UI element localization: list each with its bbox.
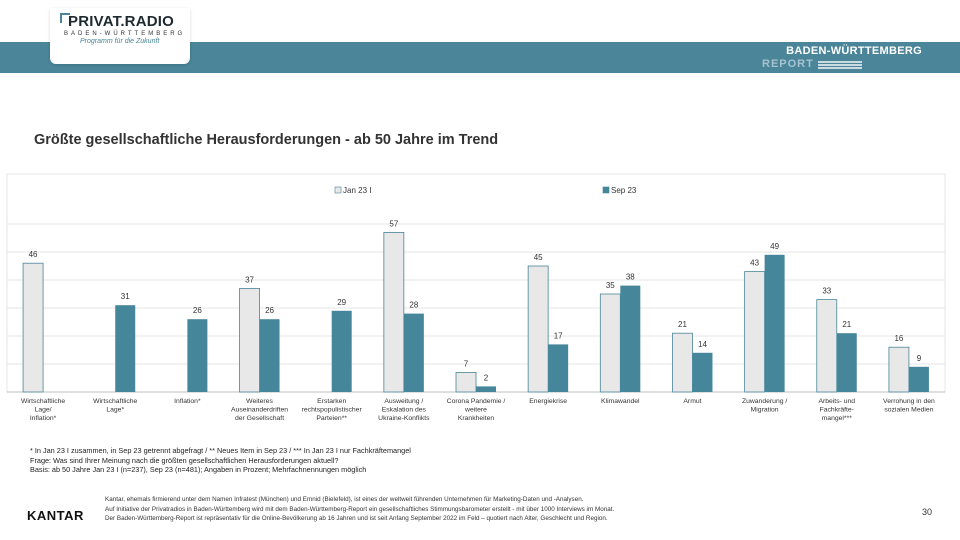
- legend-label: Sep 23: [611, 186, 637, 195]
- data-label: 21: [842, 320, 851, 329]
- note-line: * In Jan 23 I zusammen, in Sep 23 getren…: [30, 446, 411, 455]
- data-label: 38: [626, 273, 635, 282]
- bar: [744, 271, 766, 393]
- category-label: Weiteres Auseinanderdriften der Gesellscha…: [231, 398, 288, 422]
- chart-title: Größte gesellschaftliche Herausforderung…: [34, 132, 499, 148]
- legend-swatch: [602, 186, 610, 194]
- bar: [259, 319, 280, 392]
- bar: [599, 293, 621, 393]
- kantar-logo: KANTAR: [27, 508, 84, 523]
- footer-text: Kantar, ehemals firmierend unter dem Nam…: [105, 495, 614, 524]
- data-label: 57: [389, 219, 398, 228]
- data-label: 26: [265, 306, 274, 315]
- report-title: BADEN-WÜRTTEMBERG: [786, 45, 922, 57]
- category-label: Zuwanderung / Migration: [742, 398, 787, 414]
- bar: [22, 262, 44, 393]
- bar: [908, 366, 929, 392]
- legend-label: Jan 23 I: [343, 186, 371, 195]
- data-label: 21: [678, 320, 687, 329]
- category-label: Armut: [683, 398, 701, 405]
- category-label: Klimawandel: [601, 398, 640, 405]
- bar: [403, 313, 424, 392]
- category-label: Wirtschaftliche Lage*: [93, 398, 137, 414]
- data-label: 2: [484, 373, 489, 382]
- report-decoration: [818, 61, 862, 70]
- bar: [692, 352, 713, 392]
- data-label: 9: [917, 354, 922, 363]
- radio-logo: [50, 8, 190, 64]
- data-label: 35: [606, 281, 615, 290]
- data-label: 31: [121, 292, 130, 301]
- footer-line: Der Baden-Württemberg-Report ist repräse…: [105, 515, 608, 522]
- footer-line: Auf Initiative der Privatradios in Baden…: [105, 505, 615, 513]
- plot-frame: [6, 173, 946, 393]
- logo-tagline: Programm für die Zukunft: [80, 38, 160, 45]
- bar: [383, 232, 405, 393]
- category-label: Verrohung in den sozialen Medien: [883, 398, 935, 414]
- bar-chart: Jan 23 I Sep 23 46 Wirtschaftliche Lage/Infl…: [6, 173, 946, 422]
- data-label: 49: [770, 242, 779, 251]
- category-label: Ausweitung / Eskalation des Ukraine-Konfli…: [378, 398, 430, 422]
- bar: [620, 285, 641, 392]
- data-label: 7: [464, 359, 469, 368]
- category-label: Erstarken rechtspopulistischer Parteien**: [302, 398, 363, 422]
- bar: [476, 386, 496, 392]
- bar: [115, 305, 136, 392]
- data-label: 37: [245, 275, 254, 284]
- page-number: 30: [921, 507, 932, 517]
- note-line: Frage: Was sind Ihrer Meinung nach die g…: [30, 455, 339, 465]
- bar: [888, 346, 910, 393]
- bar: [455, 371, 477, 393]
- logo-title: PRIVAT.RADIO: [68, 13, 175, 30]
- bar: [331, 310, 352, 392]
- category-label: Wirtschaftliche Lage/Inflation*: [21, 398, 65, 422]
- logo-corner-mark: [60, 13, 70, 23]
- footer-line: Kantar, ehemals firmierend unter dem Nam…: [105, 496, 584, 503]
- data-label: 26: [193, 306, 202, 315]
- bar: [527, 265, 549, 393]
- data-label: 33: [822, 287, 831, 296]
- data-label: 43: [750, 259, 759, 268]
- bar: [187, 319, 208, 392]
- chart-notes: * In Jan 23 I zusammen, in Sep 23 getren…: [30, 446, 411, 475]
- report-subtitle: REPORT: [762, 58, 814, 70]
- data-label: 16: [894, 334, 903, 343]
- category-label: Corona Pandemie / weitere Krankheiten: [447, 398, 506, 422]
- bar: [816, 299, 838, 393]
- data-label: 29: [337, 298, 346, 307]
- data-label: 28: [409, 301, 418, 310]
- data-label: 14: [698, 340, 707, 349]
- legend-swatch: [334, 186, 342, 194]
- note-line: Basis: ab 50 Jahre Jan 23 I (n=237), Sep…: [30, 465, 367, 475]
- data-label: 45: [534, 253, 543, 262]
- category-label: Inflation*: [174, 398, 201, 405]
- category-label: Energiekrise: [529, 398, 567, 405]
- bar: [548, 344, 569, 392]
- category-label: Arbeits- und Fachkräfte-mangel***: [818, 398, 855, 422]
- data-label: 17: [554, 331, 563, 340]
- logo-subtitle: BADEN-WÜRTTEMBERG: [64, 31, 186, 37]
- bar: [672, 332, 693, 393]
- bar: [764, 254, 785, 392]
- data-label: 46: [29, 250, 38, 259]
- bar: [239, 288, 260, 393]
- bar: [836, 333, 857, 392]
